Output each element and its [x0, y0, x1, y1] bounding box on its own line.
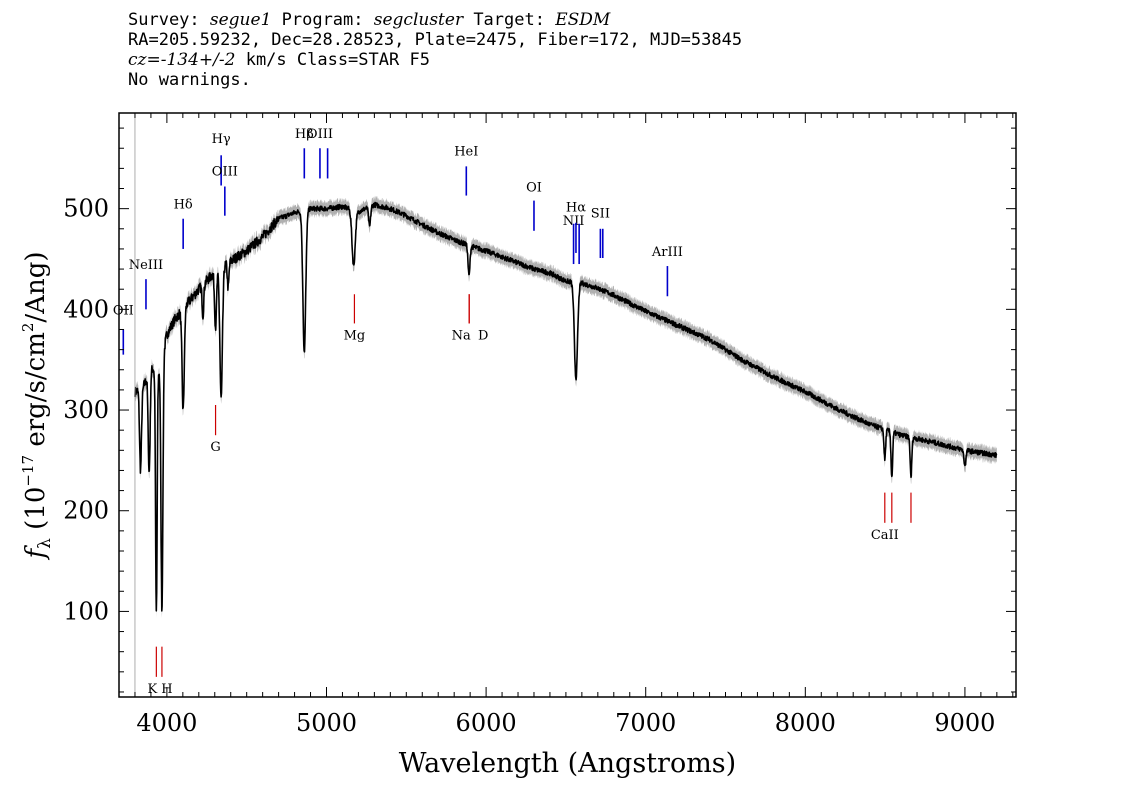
error-band [135, 195, 997, 618]
absorption-label-5: D [478, 328, 488, 343]
program-value: segcluster [373, 10, 464, 30]
x-tick-label: 7000 [615, 709, 676, 737]
y-tick-label: 400 [63, 295, 109, 323]
x-tick-label: 5000 [296, 709, 357, 737]
y-tick-label: 500 [63, 195, 109, 223]
warnings-line: No warnings. [128, 70, 251, 90]
survey-line: Survey: segue1 Program: segcluster Targe… [128, 10, 742, 30]
target-label: Target: [463, 10, 556, 30]
y-axis-label: fλ (10−17 erg/s/cm2/Ang) [19, 252, 55, 561]
spectrum-line [134, 201, 998, 612]
absorption-label-6: CaII [871, 528, 899, 543]
y-label-part-a: (10 [21, 487, 51, 539]
spectrum-layer [134, 201, 998, 612]
cz-value: -134+/-2 [160, 50, 236, 70]
emission-label-11: Hα [566, 201, 586, 216]
plot-frame [118, 112, 1017, 698]
target-value: ESDM [555, 10, 611, 30]
absorption-label-0: K [147, 682, 157, 697]
redshift-line: cz=-134+/-2 km/s Class=STAR F5 [128, 50, 742, 70]
class-text: km/s Class=STAR F5 [235, 50, 430, 70]
cz-label: cz= [128, 50, 161, 70]
error-band-layer [135, 195, 997, 618]
emission-label-5: Hβ [295, 127, 314, 142]
emission-label-6: OIII [307, 127, 333, 142]
emission-label-1: NeIII [129, 258, 163, 273]
emission-label-8: HeI [454, 144, 478, 159]
emission-label-0: OII [113, 303, 134, 318]
absorption-label-3: Mg [344, 328, 366, 343]
spectrum-header: Survey: segue1 Program: segcluster Targe… [128, 10, 742, 90]
emission-label-4: OIII [212, 164, 238, 179]
emission-label-15: ArIII [651, 245, 683, 260]
x-tick-label: 6000 [456, 709, 517, 737]
y-label-sq: 2 [19, 323, 37, 333]
x-tick-label: 8000 [775, 709, 836, 737]
y-tick-label: 100 [63, 597, 109, 625]
program-label: Program: [271, 10, 374, 30]
emission-label-9: OI [526, 181, 542, 196]
survey-value: segue1 [209, 10, 272, 30]
x-tick-label: 4000 [136, 709, 197, 737]
y-tick-label: 200 [63, 497, 109, 525]
absorption-label-2: G [210, 440, 220, 455]
coordinates-line: RA=205.59232, Dec=28.28523, Plate=2475, … [128, 30, 743, 50]
x-tick-label: 9000 [934, 709, 995, 737]
absorption-label-4: Na [452, 328, 471, 343]
emission-label-13: SII [591, 207, 610, 222]
emission-label-2: Hδ [174, 198, 193, 213]
y-label-lambda: λ [35, 538, 55, 549]
emission-label-3: Hγ [212, 132, 231, 147]
y-label-exp: −17 [19, 455, 37, 487]
x-axis-label: Wavelength (Angstroms) [399, 748, 736, 779]
y-label-part-c: /Ang) [21, 252, 51, 323]
y-label-part-b: erg/s/cm [21, 332, 51, 455]
emission-label-10: NII [563, 214, 585, 229]
tick-layer: 4000 5000 6000 7000 8000 9000 100 200 300 400 500 [63, 113, 1016, 737]
y-tick-label: 300 [63, 396, 109, 424]
survey-label: Survey: [128, 10, 210, 30]
